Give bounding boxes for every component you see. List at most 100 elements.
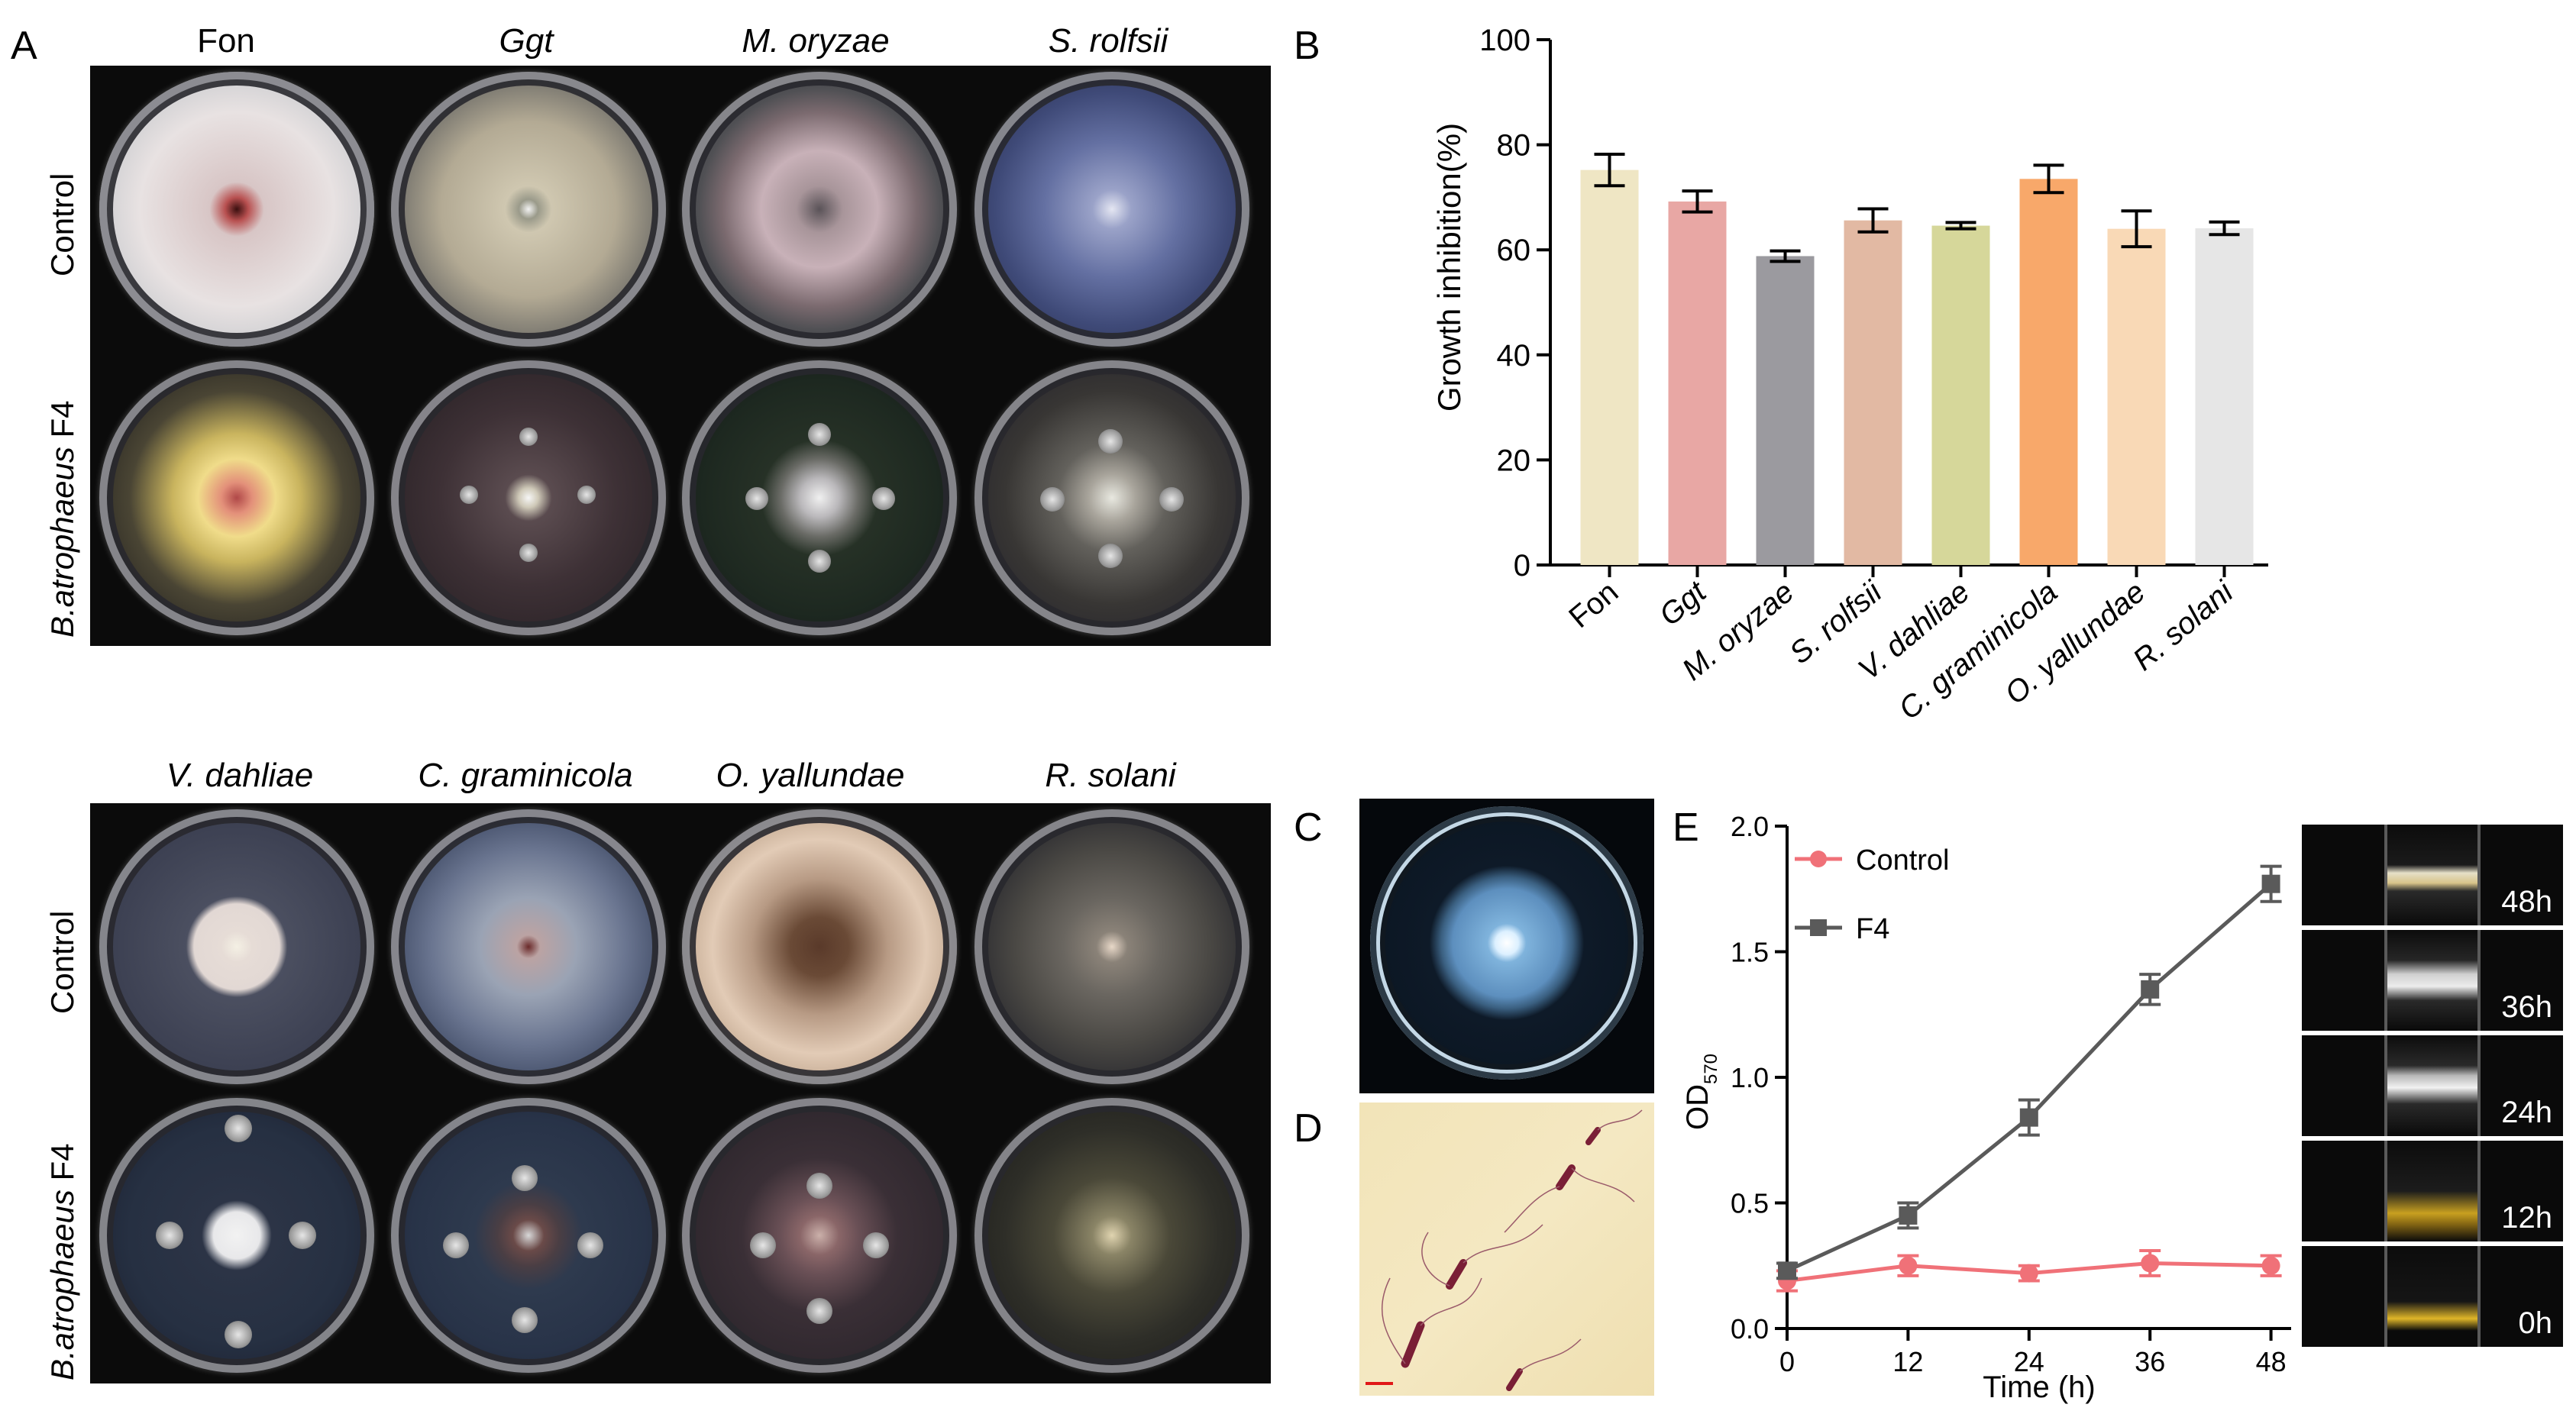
bar bbox=[1756, 256, 1815, 565]
strain-name: F4 bbox=[44, 400, 80, 438]
plate-fon-control bbox=[99, 72, 374, 347]
halo-plate-photo bbox=[1359, 799, 1654, 1093]
bar bbox=[1668, 201, 1727, 565]
plate-ggt-f4 bbox=[391, 360, 666, 635]
plate-o-yallundae-f4 bbox=[682, 1098, 957, 1373]
y-tick-label: 20 bbox=[1497, 444, 1531, 477]
panel-label-e: E bbox=[1673, 806, 1699, 850]
plate-fon-f4 bbox=[99, 360, 374, 635]
od570-growth-curve: 0.00.51.01.52.00 12 24 36 48 OD570 Time (h) … bbox=[1681, 811, 2291, 1404]
bar bbox=[1931, 225, 1990, 565]
x-tick-label: 0 bbox=[1779, 1346, 1795, 1377]
culture-tube bbox=[2384, 930, 2481, 1031]
row-label-control-top: Control bbox=[44, 173, 80, 276]
col-head-fon: Fon bbox=[197, 22, 255, 60]
bacteria-cells bbox=[1366, 1109, 1643, 1391]
row-label-treatment-top: B.atrophaeus F4 bbox=[44, 400, 81, 638]
col-head-c-graminicola: C. graminicola bbox=[418, 757, 633, 794]
agar-plug bbox=[289, 1222, 316, 1249]
y-tick-label: 1.0 bbox=[1731, 1062, 1769, 1093]
bar bbox=[2195, 228, 2254, 565]
bar bbox=[1580, 169, 1639, 565]
plate-v-dahliae-control bbox=[99, 809, 374, 1084]
agar-plug bbox=[863, 1232, 889, 1258]
agar-plug bbox=[808, 423, 831, 446]
panel-label-d: D bbox=[1294, 1106, 1323, 1151]
species-name: B.atrophaeus bbox=[44, 1190, 80, 1380]
agar-plug bbox=[519, 544, 538, 562]
y-tick-label: 40 bbox=[1497, 339, 1531, 373]
culture-tube bbox=[2384, 825, 2481, 925]
agar-plug bbox=[519, 428, 538, 446]
agar-plug bbox=[156, 1222, 183, 1249]
line-chart-axes: 0.0 0.5 1.0 1.5 2.0 0 12 24 36 48 bbox=[1731, 811, 2291, 1377]
col-head-r-solani: R. solani bbox=[1045, 757, 1176, 794]
data-point bbox=[1899, 1206, 1918, 1225]
x-tick-label: 12 bbox=[1892, 1346, 1923, 1377]
panel-label-a: A bbox=[11, 24, 37, 68]
x-tick-label: R. solani bbox=[2127, 574, 2240, 676]
tube-time-label: 24h bbox=[2501, 1096, 2552, 1129]
data-point bbox=[2261, 1256, 2280, 1275]
bar-chart-bars bbox=[1580, 152, 2254, 565]
x-tick-label: Ggt bbox=[1653, 574, 1714, 632]
row-label-control-bottom: Control bbox=[44, 910, 80, 1014]
culture-tube bbox=[2384, 1141, 2481, 1241]
col-head-o-yallundae: O. yallundae bbox=[716, 757, 905, 794]
data-point bbox=[1899, 1256, 1918, 1275]
line-chart-xlabel: Time (h) bbox=[1983, 1371, 2095, 1404]
agar-plug bbox=[512, 1165, 538, 1191]
plate-c-graminicola-control bbox=[391, 809, 666, 1084]
agar-plug bbox=[806, 1298, 832, 1324]
row-label-treatment-bottom: B.atrophaeus F4 bbox=[44, 1143, 81, 1380]
legend-control: Control bbox=[1856, 844, 1950, 877]
agar-plug bbox=[806, 1173, 832, 1199]
plate-r-solani-control bbox=[974, 809, 1249, 1084]
tube-photo-12h: 12h bbox=[2302, 1141, 2563, 1241]
agar-plug bbox=[512, 1307, 538, 1333]
line-chart-series bbox=[1776, 864, 2282, 1293]
plate-s-rolfsii-f4 bbox=[974, 360, 1249, 635]
col-head-ggt: Ggt bbox=[499, 22, 554, 60]
x-tick-label: 24 bbox=[2014, 1346, 2044, 1377]
panel-label-b: B bbox=[1294, 24, 1320, 68]
col-head-s-rolfsii: S. rolfsii bbox=[1048, 22, 1168, 60]
agar-plug bbox=[577, 1232, 603, 1258]
col-head-m-oryzae: M. oryzae bbox=[742, 22, 890, 60]
y-tick-label: 2.0 bbox=[1731, 811, 1769, 842]
x-tick-label: C. graminicola bbox=[1892, 575, 2064, 726]
plate-m-oryzae-control bbox=[682, 72, 957, 347]
plate-m-oryzae-f4 bbox=[682, 360, 957, 635]
line-chart-ylabel: OD570 bbox=[1681, 1054, 1721, 1130]
col-head-v-dahliae: V. dahliae bbox=[166, 757, 314, 794]
agar-plug bbox=[745, 487, 768, 510]
ylabel-main: OD bbox=[1681, 1084, 1715, 1130]
plate-o-yallundae-control bbox=[682, 809, 957, 1084]
tube-time-label: 48h bbox=[2501, 885, 2552, 919]
y-tick-label: 0.5 bbox=[1731, 1188, 1769, 1219]
tube-time-label: 36h bbox=[2501, 990, 2552, 1024]
legend-f4: F4 bbox=[1856, 913, 1889, 945]
tube-photo-36h: 36h bbox=[2302, 930, 2563, 1031]
x-tick-label: 48 bbox=[2256, 1346, 2287, 1377]
bar-chart-ylabel: Growth inhibition(%) bbox=[1431, 123, 1467, 412]
y-tick-label: 100 bbox=[1479, 24, 1530, 57]
data-point bbox=[2261, 874, 2280, 893]
agar-plug bbox=[1098, 544, 1123, 568]
data-point bbox=[2141, 1254, 2160, 1273]
agar-plug bbox=[808, 550, 831, 573]
agar-plug bbox=[1040, 487, 1065, 512]
y-tick-label: 1.5 bbox=[1731, 937, 1769, 968]
line-chart-legend: Control F4 bbox=[1795, 844, 1950, 945]
tube-time-label: 12h bbox=[2501, 1201, 2552, 1235]
agar-plug bbox=[225, 1321, 252, 1348]
y-tick-label: 60 bbox=[1497, 234, 1531, 267]
culture-tube bbox=[2384, 1035, 2481, 1136]
y-tick-label: 80 bbox=[1497, 129, 1531, 163]
tube-photo-24h: 24h bbox=[2302, 1035, 2563, 1136]
plate-ggt-control bbox=[391, 72, 666, 347]
agar-plug bbox=[750, 1232, 776, 1258]
agar-plug bbox=[1098, 429, 1123, 454]
data-point bbox=[1778, 1261, 1796, 1280]
tube-photo-48h: 48h bbox=[2302, 825, 2563, 925]
